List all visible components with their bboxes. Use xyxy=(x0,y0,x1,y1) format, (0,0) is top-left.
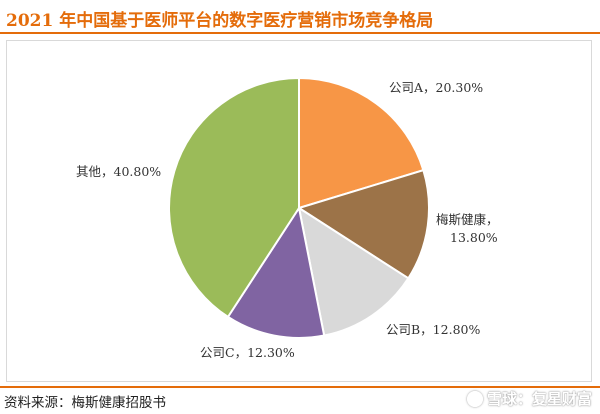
source-note: 资料来源：梅斯健康招股书 xyxy=(4,395,166,411)
slice-label-5: 其他，40.80% xyxy=(76,164,161,179)
snowball-logo-icon xyxy=(466,390,483,407)
watermark: 雪球：复星财富 xyxy=(466,388,592,409)
pie-slice-2 xyxy=(296,168,430,280)
chart-frame xyxy=(6,40,592,382)
pie-slice-3 xyxy=(297,205,410,337)
slice-label-1: 公司A，20.30% xyxy=(389,80,483,95)
footer-divider xyxy=(0,386,600,388)
pie-slice-5 xyxy=(168,76,300,319)
title-divider xyxy=(0,32,600,34)
chart-title: 2021 年中国基于医师平台的数字医疗营销市场竞争格局 xyxy=(6,11,434,31)
slice-label-2: 梅斯健康， 13.80% xyxy=(436,212,499,245)
pie-slice-4 xyxy=(226,205,326,339)
pie-slice-1 xyxy=(298,76,425,210)
slice-label-4: 公司C，12.30% xyxy=(200,345,295,360)
slice-label-3: 公司B，12.80% xyxy=(386,322,480,337)
watermark-text: 雪球：复星财富 xyxy=(486,390,592,408)
